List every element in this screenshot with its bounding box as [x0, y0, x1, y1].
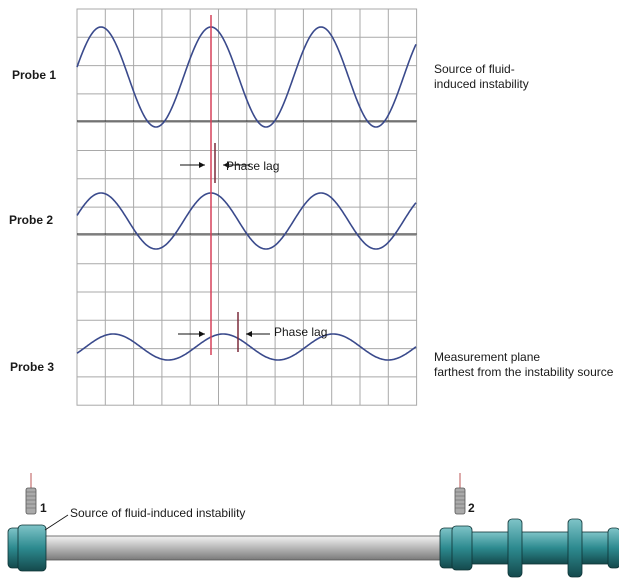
shaft-source-caption: Source of fluid-induced instability [70, 506, 246, 520]
sensor-2-number: 2 [468, 501, 475, 515]
rotor-disc [17, 524, 47, 572]
probe-3-label: Probe 3 [10, 360, 55, 374]
source-note: Source of fluid- induced instability [434, 62, 529, 92]
measurement-note-line-2: farthest from the instability source [434, 365, 614, 379]
source-note-line-1: Source of fluid- [434, 62, 515, 76]
phase-lag-arrow-right-2-head [246, 331, 252, 337]
measurement-note-line-1: Measurement plane [434, 350, 541, 364]
rotor-disc [507, 518, 523, 578]
probe-1-label: Probe 1 [12, 68, 57, 82]
phase-lag-arrow-left-2-head [199, 331, 205, 337]
probe-1-waveform [76, 26, 417, 128]
rotor-disc [451, 525, 473, 571]
source-caption-pointer [44, 514, 69, 531]
sensor-2-body [454, 487, 466, 515]
probe-2-waveform [76, 192, 417, 250]
sensor-1-body [25, 487, 37, 515]
sensor-1-number: 1 [40, 501, 47, 515]
probe-3-waveform [76, 333, 417, 361]
phase-lag-arrow-left-1-head [199, 162, 205, 168]
source-note-line-2: induced instability [434, 77, 529, 91]
rotor-disc [607, 527, 619, 569]
rotor-disc [567, 518, 583, 578]
phase-lag-label-2: Phase lag [274, 325, 328, 339]
probe-2-label: Probe 2 [9, 213, 54, 227]
measurement-note: Measurement plane farthest from the inst… [434, 350, 613, 380]
rotor-body [469, 531, 616, 565]
phase-lag-label-1: Phase lag [226, 159, 280, 173]
shaft-body [39, 535, 461, 561]
phase-lag-arrow-right-1-head [223, 162, 229, 168]
